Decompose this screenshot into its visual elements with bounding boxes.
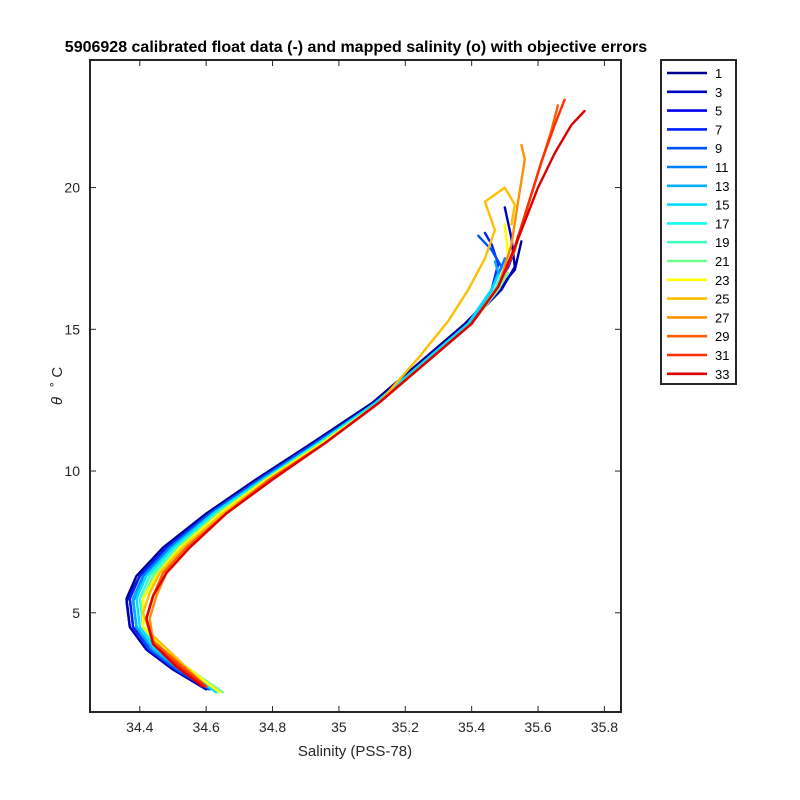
x-tick-label: 35.8 <box>591 719 618 735</box>
x-tick-label: 35.4 <box>458 719 485 735</box>
x-tick-label: 34.4 <box>126 719 153 735</box>
legend-label-7: 7 <box>715 122 722 137</box>
legend-label-23: 23 <box>715 273 729 288</box>
y-tick-label: 10 <box>64 463 80 479</box>
svg-text:θ ˚ C: θ ˚ C <box>49 367 66 405</box>
series-line-31 <box>145 98 566 688</box>
y-axis-label: θ ˚ C <box>49 367 66 405</box>
plot-frame <box>89 59 622 713</box>
legend-label-15: 15 <box>715 198 729 213</box>
legend-label-29: 29 <box>715 329 729 344</box>
series-line-7 <box>128 231 500 691</box>
legend-label-13: 13 <box>715 179 729 194</box>
x-tick-label: 35.6 <box>524 719 551 735</box>
legend-label-11: 11 <box>715 160 729 175</box>
x-axis-label: Salinity (PSS-78) <box>298 743 412 760</box>
legend-label-33: 33 <box>715 367 729 382</box>
y-tick-label: 20 <box>64 180 80 196</box>
x-tick-label: 34.6 <box>193 719 220 735</box>
legend-label-31: 31 <box>715 348 729 363</box>
y-axis-label-symbol: θ <box>49 397 66 405</box>
legend-label-5: 5 <box>715 104 722 119</box>
legend-label-9: 9 <box>715 141 722 156</box>
legend-label-21: 21 <box>715 254 729 269</box>
x-tick-label: 35 <box>331 719 347 735</box>
y-tick-label: 15 <box>64 321 80 337</box>
series-layer <box>125 98 586 694</box>
legend-label-27: 27 <box>715 310 729 325</box>
legend-box <box>660 59 737 385</box>
series-line-11 <box>131 257 506 691</box>
x-axis: 34.4 34.6 34.8 35 35.2 35.4 35.6 35.8 <box>126 60 618 735</box>
legend-label-1: 1 <box>715 66 722 81</box>
chart-title: 5906928 calibrated float data (-) and ma… <box>65 39 647 56</box>
series-line-3 <box>125 206 516 691</box>
legend-label-3: 3 <box>715 85 722 100</box>
series-line-1 <box>125 240 523 691</box>
y-tick-label: 5 <box>72 605 80 621</box>
y-axis: 5 10 15 20 <box>64 180 621 621</box>
x-tick-label: 34.8 <box>259 719 286 735</box>
plot-area: 34.4 34.6 34.8 35 35.2 35.4 35.6 35.8 5 10 15 20 <box>64 59 622 735</box>
legend-label-17: 17 <box>715 216 729 231</box>
series-line-9 <box>131 234 503 691</box>
y-axis-label-unit: ˚ C <box>49 367 66 387</box>
series-line-33 <box>145 109 586 688</box>
legend-label-19: 19 <box>715 235 729 250</box>
legend-label-25: 25 <box>715 292 729 307</box>
series-line-15 <box>135 274 500 694</box>
series-line-23 <box>141 223 510 694</box>
series-line-27 <box>148 143 526 688</box>
x-tick-label: 35.2 <box>392 719 419 735</box>
